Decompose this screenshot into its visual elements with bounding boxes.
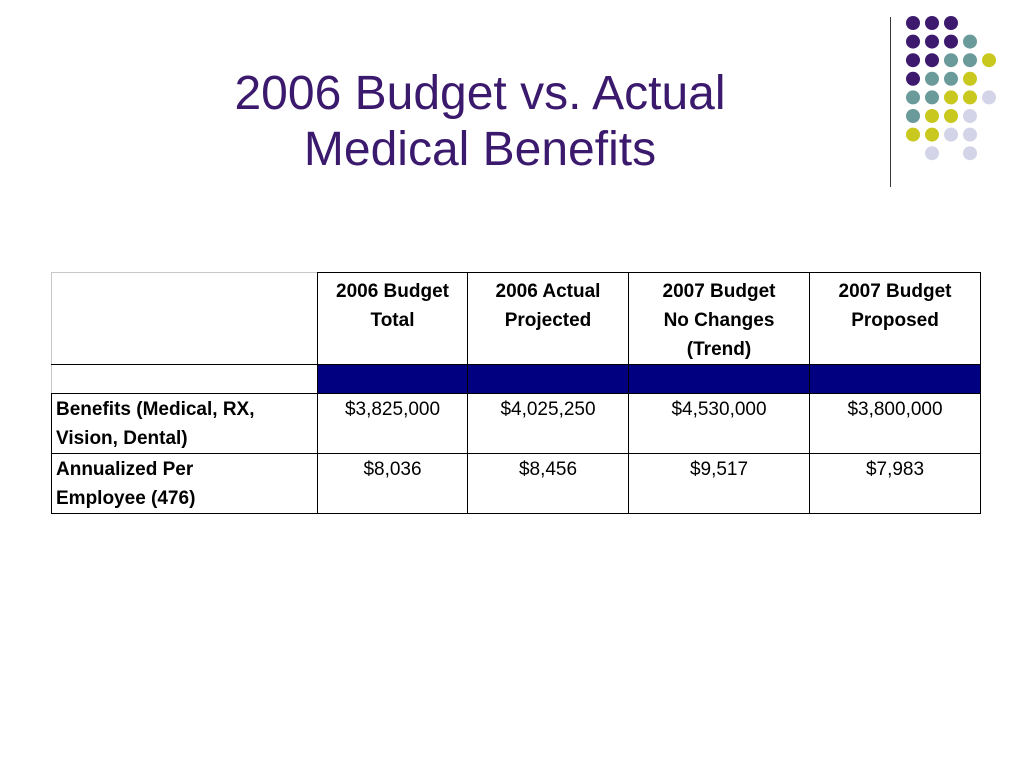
- decorative-dot: [963, 71, 977, 86]
- decorative-dot: [963, 146, 977, 161]
- slide-title-line-1: 2006 Budget vs. Actual: [234, 67, 726, 120]
- column-header: 2006 Actual Projected: [467, 272, 629, 365]
- row-label: Benefits (Medical, RX, Vision, Dental): [51, 393, 318, 454]
- value-cell: $3,800,000: [809, 393, 981, 454]
- decorative-dot: [906, 90, 920, 105]
- decorative-dot: [925, 146, 939, 161]
- budget-table: 2006 Budget Total 2006 Actual Projected …: [51, 272, 981, 514]
- column-header-line: Projected: [504, 310, 592, 331]
- row-label-line: Benefits (Medical, RX,: [56, 399, 255, 420]
- value-cell: $8,036: [317, 453, 468, 514]
- decorative-dot: [906, 71, 920, 86]
- value-cell: $7,983: [809, 453, 981, 514]
- value-cell: $8,456: [467, 453, 629, 514]
- decorative-dot: [925, 71, 939, 86]
- column-header: 2006 Budget Total: [317, 272, 468, 365]
- column-header-line: 2007 Budget: [838, 281, 952, 302]
- decorative-dot: [963, 90, 977, 105]
- column-header-line: Total: [370, 310, 415, 331]
- decorative-dot: [925, 34, 939, 49]
- decorative-dot: [944, 127, 958, 142]
- table-band-row: [51, 364, 981, 394]
- decorative-dot: [906, 34, 920, 49]
- decorative-dot: [963, 109, 977, 123]
- decorative-dot: [963, 34, 977, 49]
- decorative-dot: [982, 90, 996, 105]
- decorative-dot: [944, 34, 958, 49]
- decorative-dot: [906, 127, 920, 142]
- column-header-line: 2007 Budget: [662, 281, 776, 302]
- table-header-row: 2006 Budget Total 2006 Actual Projected …: [51, 272, 981, 365]
- row-label-line: Annualized Per: [56, 459, 194, 480]
- decorative-dot: [906, 109, 920, 123]
- decorative-dot: [925, 127, 939, 142]
- table-corner-cell: [51, 272, 318, 365]
- decorative-dot: [944, 90, 958, 105]
- decorative-dot: [906, 16, 920, 30]
- decorative-dot: [925, 109, 939, 123]
- column-header-line: Proposed: [851, 310, 939, 331]
- decorative-dot: [906, 53, 920, 68]
- column-header-line: 2006 Actual: [495, 281, 601, 302]
- column-header-line: 2006 Budget: [336, 281, 449, 302]
- row-label-line: Vision, Dental): [56, 428, 188, 449]
- band-cell: [467, 364, 629, 394]
- slide-title-line-2: Medical Benefits: [303, 123, 657, 176]
- column-header: 2007 Budget No Changes (Trend): [628, 272, 810, 365]
- column-header-line: (Trend): [686, 339, 752, 360]
- decorative-dot: [944, 16, 958, 30]
- decorative-dot: [925, 90, 939, 105]
- dot-grid-decoration: [906, 16, 996, 161]
- value-cell: $4,025,250: [467, 393, 629, 454]
- decorative-dot: [944, 109, 958, 123]
- band-cell: [628, 364, 810, 394]
- value-cell: $4,530,000: [628, 393, 810, 454]
- column-header-line: No Changes: [663, 310, 775, 331]
- value-cell: $9,517: [628, 453, 810, 514]
- column-header: 2007 Budget Proposed: [809, 272, 981, 365]
- decorative-dot: [982, 53, 996, 68]
- decorative-dot: [944, 71, 958, 86]
- slide-title: 2006 Budget vs. Actual Medical Benefits: [120, 66, 840, 178]
- decorative-dot: [925, 53, 939, 68]
- decorative-dot: [963, 53, 977, 68]
- row-label-line: Employee (476): [56, 488, 196, 509]
- band-row-label-cell: [51, 364, 318, 394]
- table-row: Annualized Per Employee (476) $8,036 $8,…: [51, 453, 981, 514]
- value-cell: $3,825,000: [317, 393, 468, 454]
- band-cell: [317, 364, 468, 394]
- row-label: Annualized Per Employee (476): [51, 453, 318, 514]
- table-row: Benefits (Medical, RX, Vision, Dental) $…: [51, 393, 981, 454]
- band-cell: [809, 364, 981, 394]
- decorative-dot: [925, 16, 939, 30]
- decorative-dot: [944, 53, 958, 68]
- vertical-divider: [890, 17, 891, 187]
- decorative-dot: [963, 127, 977, 142]
